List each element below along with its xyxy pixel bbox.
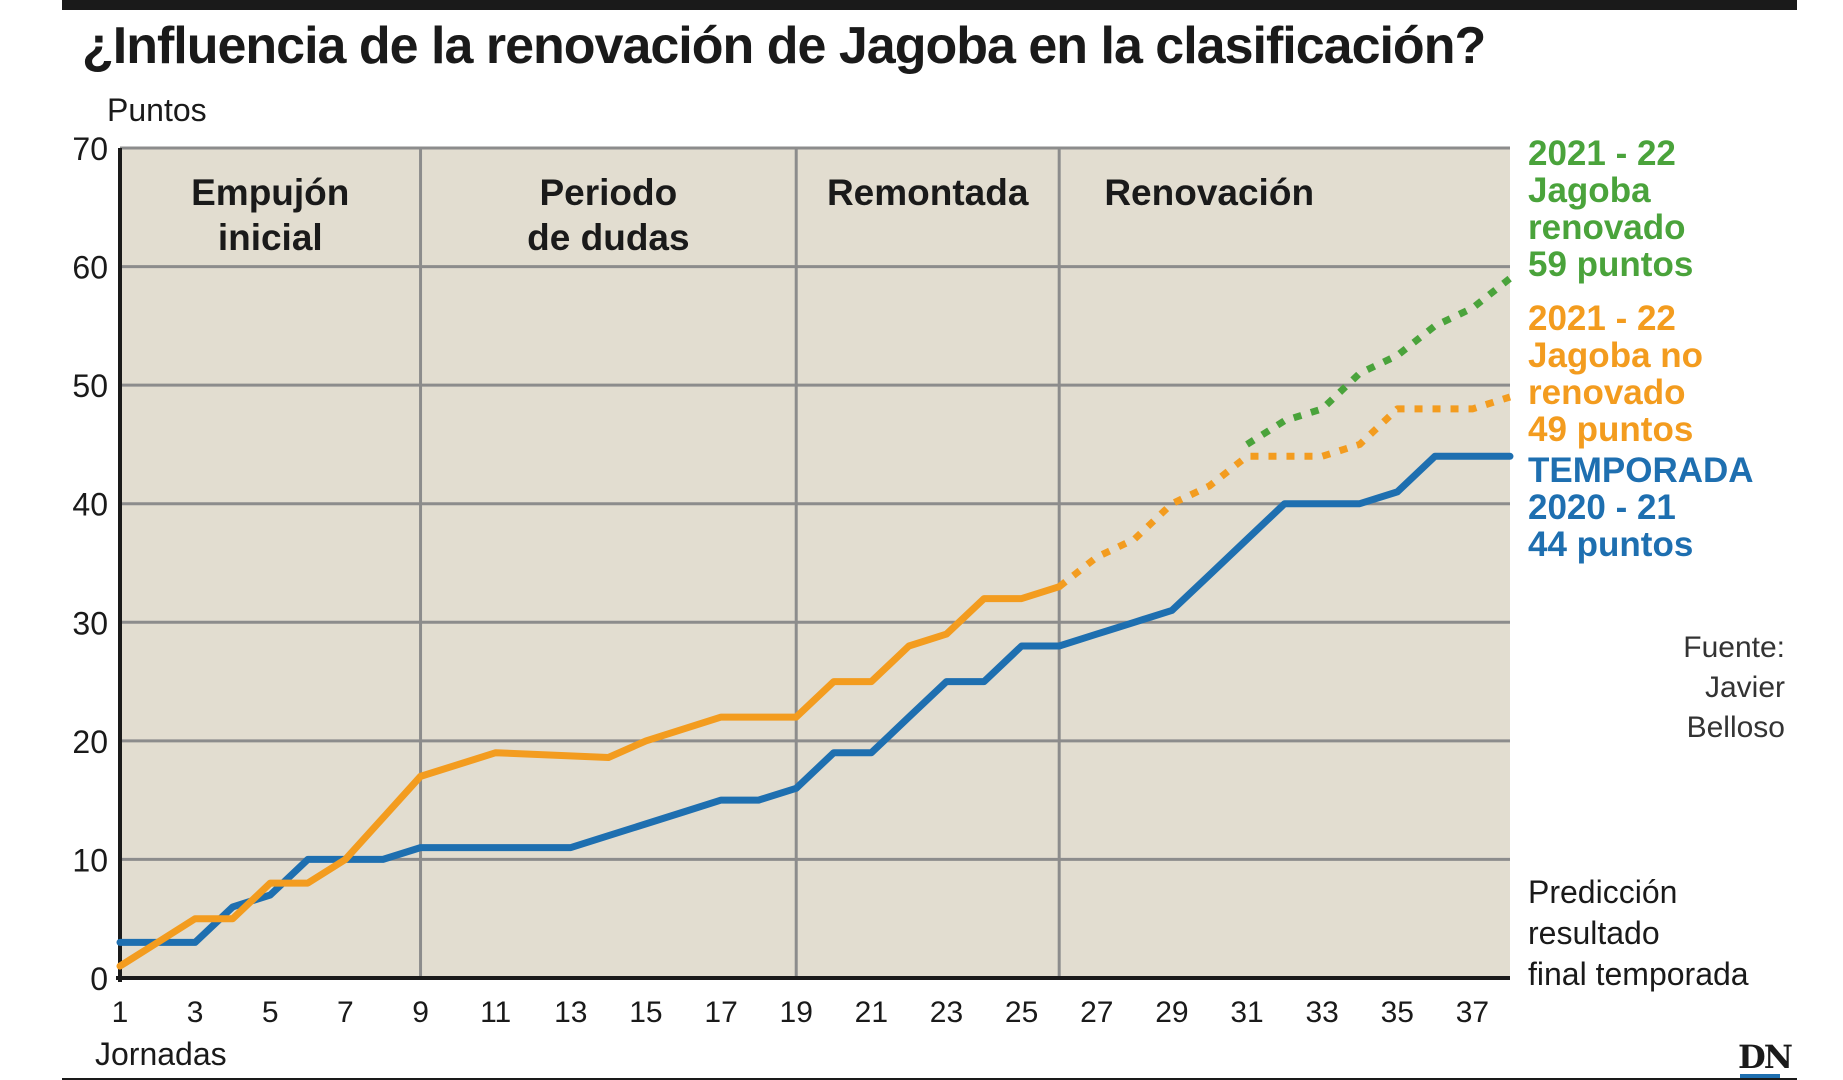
x-tick-label: 27	[1080, 996, 1113, 1029]
legend-label: renovado	[1528, 208, 1686, 247]
series-line	[1057, 393, 1512, 590]
x-tick-label: 19	[780, 996, 813, 1029]
x-tick-label: 33	[1305, 996, 1338, 1029]
x-tick-label: 9	[412, 996, 429, 1029]
x-tick-label: 3	[187, 996, 204, 1029]
series-line	[116, 583, 1063, 970]
y-tick-label: 60	[72, 250, 108, 286]
x-tick-label: 25	[1005, 996, 1038, 1029]
x-tick-label: 13	[554, 996, 587, 1029]
y-tick-label: 20	[72, 724, 108, 760]
prediction-annotation: Predicción	[1528, 874, 1677, 910]
source-line: Belloso	[1686, 711, 1785, 744]
plot-background	[120, 148, 1510, 978]
top-rule	[62, 0, 1797, 10]
bottom-rule	[62, 1078, 1797, 1080]
y-tick-label: 50	[72, 368, 108, 404]
x-tick-label: 21	[855, 996, 888, 1029]
x-tick-label: 31	[1230, 996, 1263, 1029]
x-tick-label: 29	[1155, 996, 1188, 1029]
legend-label: renovado	[1528, 373, 1686, 412]
x-tick-label: 23	[930, 996, 963, 1029]
series-line	[1245, 275, 1513, 448]
legend-label: 2021 - 22	[1528, 134, 1676, 173]
x-tick-label: 5	[262, 996, 279, 1029]
series-line	[116, 452, 1514, 946]
phase-label: Renovación	[1104, 172, 1314, 213]
legend-label: TEMPORADA	[1528, 451, 1754, 490]
source-line: Javier	[1704, 671, 1785, 704]
chart-title: ¿Influencia de la renovación de Jagoba e…	[82, 17, 1486, 75]
legend-label: Jagoba no	[1528, 336, 1703, 375]
x-tick-label: 17	[704, 996, 737, 1029]
legend-label: 2021 - 22	[1528, 299, 1676, 338]
prediction-annotation: resultado	[1528, 915, 1660, 951]
x-tick-label: 11	[480, 996, 511, 1029]
phase-label: Periodo	[540, 172, 678, 213]
source-note: Fuente: Javier Belloso	[1683, 628, 1785, 748]
y-tick-label: 10	[72, 842, 108, 878]
legend-label: 49 puntos	[1528, 410, 1693, 449]
y-tick-label: 40	[72, 487, 108, 523]
legend-label: Jagoba	[1528, 171, 1651, 210]
x-tick-label: 1	[112, 996, 129, 1029]
prediction-annotation: final temporada	[1528, 956, 1749, 992]
legend-label: 59 puntos	[1528, 245, 1693, 284]
x-axis-title: Jornadas	[95, 1036, 227, 1072]
logo-underline	[1740, 1074, 1780, 1079]
y-axis-title: Puntos	[107, 92, 207, 128]
x-tick-label: 15	[629, 996, 662, 1029]
phase-label: inicial	[218, 217, 323, 258]
y-tick-label: 0	[90, 961, 108, 997]
dn-logo: DN	[1738, 1038, 1793, 1076]
phase-label: de dudas	[527, 217, 689, 258]
source-line: Fuente:	[1683, 631, 1785, 664]
x-tick-label: 7	[337, 996, 354, 1029]
y-tick-label: 30	[72, 605, 108, 641]
x-tick-label: 35	[1381, 996, 1414, 1029]
legend-label: 44 puntos	[1528, 525, 1693, 564]
y-tick-label: 70	[72, 131, 108, 167]
legend-label: 2020 - 21	[1528, 488, 1676, 527]
phase-label: Empujón	[191, 172, 349, 213]
x-tick-label: 37	[1456, 996, 1489, 1029]
phase-label: Remontada	[827, 172, 1029, 213]
